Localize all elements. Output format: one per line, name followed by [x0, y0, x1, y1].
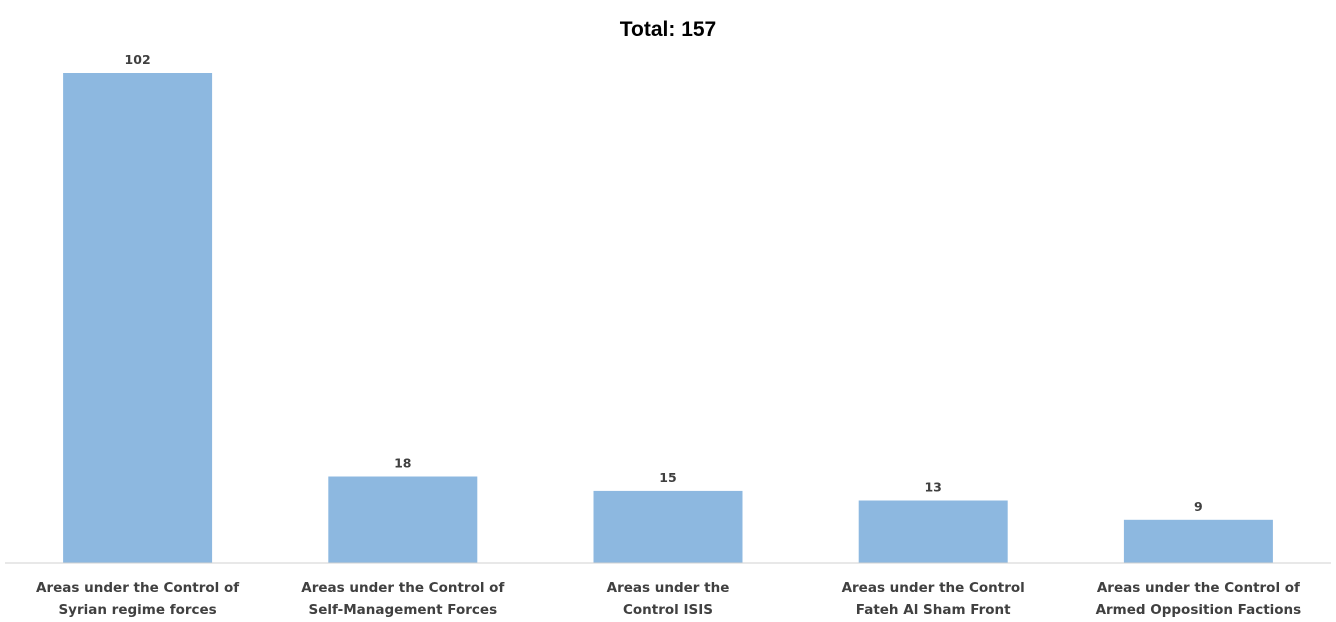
category-label-5-line-1: Areas under the Control of [1097, 580, 1300, 596]
value-label-4: 13 [924, 480, 941, 495]
category-label-5-line-2: Armed Opposition Factions [1096, 602, 1302, 618]
category-label-2-line-2: Self-Management Forces [308, 602, 497, 618]
value-label-1: 102 [125, 52, 151, 67]
category-label-3-line-1: Areas under the [607, 580, 730, 596]
value-label-3: 15 [659, 470, 676, 485]
chart-title: Total: 157 [620, 18, 716, 41]
bar-2 [328, 476, 478, 563]
bar-1 [63, 73, 213, 563]
bar-5 [1123, 519, 1273, 563]
value-label-5: 9 [1194, 499, 1203, 514]
bars-layer [63, 73, 1273, 563]
category-label-4-line-2: Fateh Al Sham Front [856, 602, 1011, 618]
value-label-2: 18 [394, 456, 411, 471]
bar-3 [593, 490, 743, 563]
category-label-1-line-2: Syrian regime forces [58, 602, 216, 618]
category-label-3-line-2: Control ISIS [623, 602, 713, 618]
labels-layer: 102 Areas under the Control of Syrian regi… [36, 52, 1301, 618]
category-label-1-line-1: Areas under the Control of [36, 580, 239, 596]
category-label-2-line-1: Areas under the Control of [301, 580, 504, 596]
category-label-4-line-1: Areas under the Control [842, 580, 1025, 596]
bar-4 [858, 500, 1008, 563]
